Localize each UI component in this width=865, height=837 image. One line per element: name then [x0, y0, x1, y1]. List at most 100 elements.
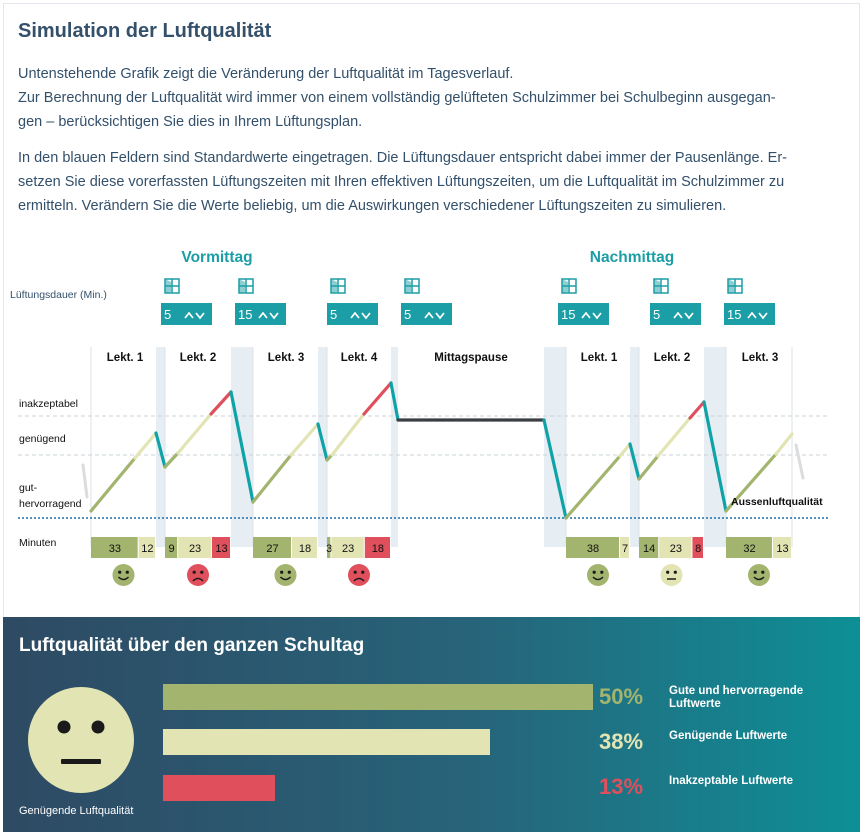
ventilation-stepper[interactable]: 15: [558, 303, 609, 325]
minutes-segment: 27: [253, 537, 291, 558]
ventilation-value[interactable]: 5: [653, 307, 660, 322]
minutes-value: 3: [326, 543, 332, 555]
chevron-down-icon[interactable]: [684, 312, 694, 320]
air-quality-curve: [89, 381, 794, 520]
minutes-segment: 23: [659, 537, 692, 558]
page-title: Simulation der Luftqualität: [18, 20, 272, 42]
chevron-up-icon[interactable]: [581, 311, 591, 319]
level-unacceptable-label: inakzeptabel: [19, 398, 78, 410]
ventilation-band: [704, 347, 726, 547]
happy-face-icon: [587, 564, 609, 586]
chevron-up-icon[interactable]: [673, 311, 683, 319]
chevron-up-icon[interactable]: [424, 311, 434, 319]
chevron-down-icon[interactable]: [361, 312, 371, 320]
unacceptable-values-bar: [163, 775, 275, 801]
window-icon: [404, 278, 420, 294]
minutes-segment: 13: [772, 537, 791, 558]
ventilation-stepper[interactable]: 5: [161, 303, 212, 325]
minutes-segment: 7: [620, 537, 629, 558]
minutes-value: 8: [695, 543, 701, 555]
window-icon: [164, 278, 180, 294]
happy-face-icon: [274, 564, 297, 586]
ventilation-band: [630, 347, 639, 547]
minute-bars: 33 12 9 23 13 27 18 3 23 18 38 7 14 23 8 32 13: [91, 537, 791, 558]
intro-paragraph-1: Untenstehende Grafik zeigt die Veränderu…: [18, 62, 838, 134]
lesson-mood-faces: [112, 564, 770, 586]
minutes-segment: 14: [639, 537, 659, 558]
minutes-value: 7: [622, 543, 628, 555]
chevron-down-icon[interactable]: [195, 312, 205, 320]
neutral-face-icon: [660, 564, 683, 586]
ventilation-band: [391, 347, 398, 547]
minutes-value: 32: [743, 543, 755, 555]
chevron-down-icon[interactable]: [435, 312, 445, 320]
lesson-header: Lekt. 2: [654, 352, 690, 364]
minutes-segment: 9: [165, 537, 178, 558]
sad-face-icon: [187, 564, 209, 586]
minutes-value: 18: [372, 543, 384, 555]
neutral-face-icon: [28, 687, 134, 793]
minutes-value: 13: [776, 543, 788, 555]
ventilation-value[interactable]: 5: [404, 307, 411, 322]
summary-face-label: Genügende Luftqualität: [19, 805, 134, 817]
window-icon: [330, 278, 346, 294]
ventilation-value[interactable]: 15: [561, 307, 575, 322]
good-values-percent: 50%: [599, 684, 644, 709]
lesson-header: Lekt. 3: [742, 352, 778, 364]
minutes-value: 27: [266, 543, 278, 555]
intro-line: setzen Sie diese vorerfassten Lüftungsze…: [18, 174, 785, 190]
window-icon: [653, 278, 669, 294]
happy-face-icon: [748, 564, 770, 586]
intro-line: ermitteln. Verändern Sie die Werte belie…: [18, 198, 727, 214]
chevron-down-icon[interactable]: [592, 312, 602, 320]
ventilation-stepper[interactable]: 5: [327, 303, 378, 325]
morning-label: Vormittag: [181, 249, 252, 266]
intro-line: Untenstehende Grafik zeigt die Veränderu…: [18, 66, 514, 82]
level-good-label-2: hervorragend: [19, 498, 82, 510]
intro-paragraph-2: In den blauen Feldern sind Standardwerte…: [18, 146, 838, 218]
minutes-value: 23: [189, 543, 201, 555]
outdoor-air-label: Aussenluftqualität: [731, 496, 823, 508]
minutes-segment: 8: [692, 537, 703, 558]
minutes-segment: 23: [178, 537, 211, 558]
ventilation-value[interactable]: 5: [164, 307, 171, 322]
minutes-value: 23: [670, 543, 682, 555]
window-icon: [561, 278, 577, 294]
chevron-up-icon[interactable]: [350, 311, 360, 319]
window-icon: [238, 278, 254, 294]
summary-panel: Luftqualität über den ganzen Schultag Ge…: [3, 617, 860, 832]
chevron-down-icon[interactable]: [758, 312, 768, 320]
sufficient-values-percent: 38%: [599, 729, 644, 754]
minutes-value: 9: [169, 543, 175, 555]
ventilation-duration-label: Lüftungsdauer (Min.): [10, 289, 107, 301]
minutes-segment: 23: [331, 537, 364, 558]
summary-title: Luftqualität über den ganzen Schultag: [19, 635, 365, 656]
lesson-header: Lekt. 1: [581, 352, 618, 364]
level-good-label-1: gut-: [19, 482, 38, 494]
ventilation-band: [544, 347, 566, 547]
chevron-up-icon[interactable]: [258, 311, 268, 319]
chevron-up-icon[interactable]: [747, 311, 757, 319]
happy-face-icon: [112, 564, 135, 586]
window-icon: [727, 278, 743, 294]
ventilation-stepper[interactable]: 15: [235, 303, 286, 325]
ventilation-value[interactable]: 15: [238, 307, 252, 322]
intro-line: Zur Berechnung der Luftqualität wird imm…: [18, 90, 776, 106]
minutes-value: 13: [215, 543, 227, 555]
ventilation-steppers: 5 15 5 5 15 5 15: [161, 278, 775, 325]
sufficient-values-label: Genügende Luftwerte: [669, 730, 788, 742]
ventilation-stepper[interactable]: 5: [650, 303, 701, 325]
minutes-segment: 3: [326, 537, 332, 558]
chevron-up-icon[interactable]: [184, 311, 194, 319]
ventilation-stepper[interactable]: 15: [724, 303, 775, 325]
ventilation-value[interactable]: 5: [330, 307, 337, 322]
lesson-header: Lekt. 1: [107, 352, 144, 364]
good-values-bar: [163, 684, 593, 710]
unacceptable-values-label: Inakzeptable Luftwerte: [669, 775, 793, 787]
ventilation-stepper[interactable]: 5: [401, 303, 452, 325]
lunch-header: Mittagspause: [434, 352, 508, 364]
ventilation-value[interactable]: 15: [727, 307, 741, 322]
intro-line: gen – berücksichtigen Sie dies in Ihrem …: [18, 114, 363, 130]
minutes-value: 23: [342, 543, 354, 555]
chevron-down-icon[interactable]: [269, 312, 279, 320]
